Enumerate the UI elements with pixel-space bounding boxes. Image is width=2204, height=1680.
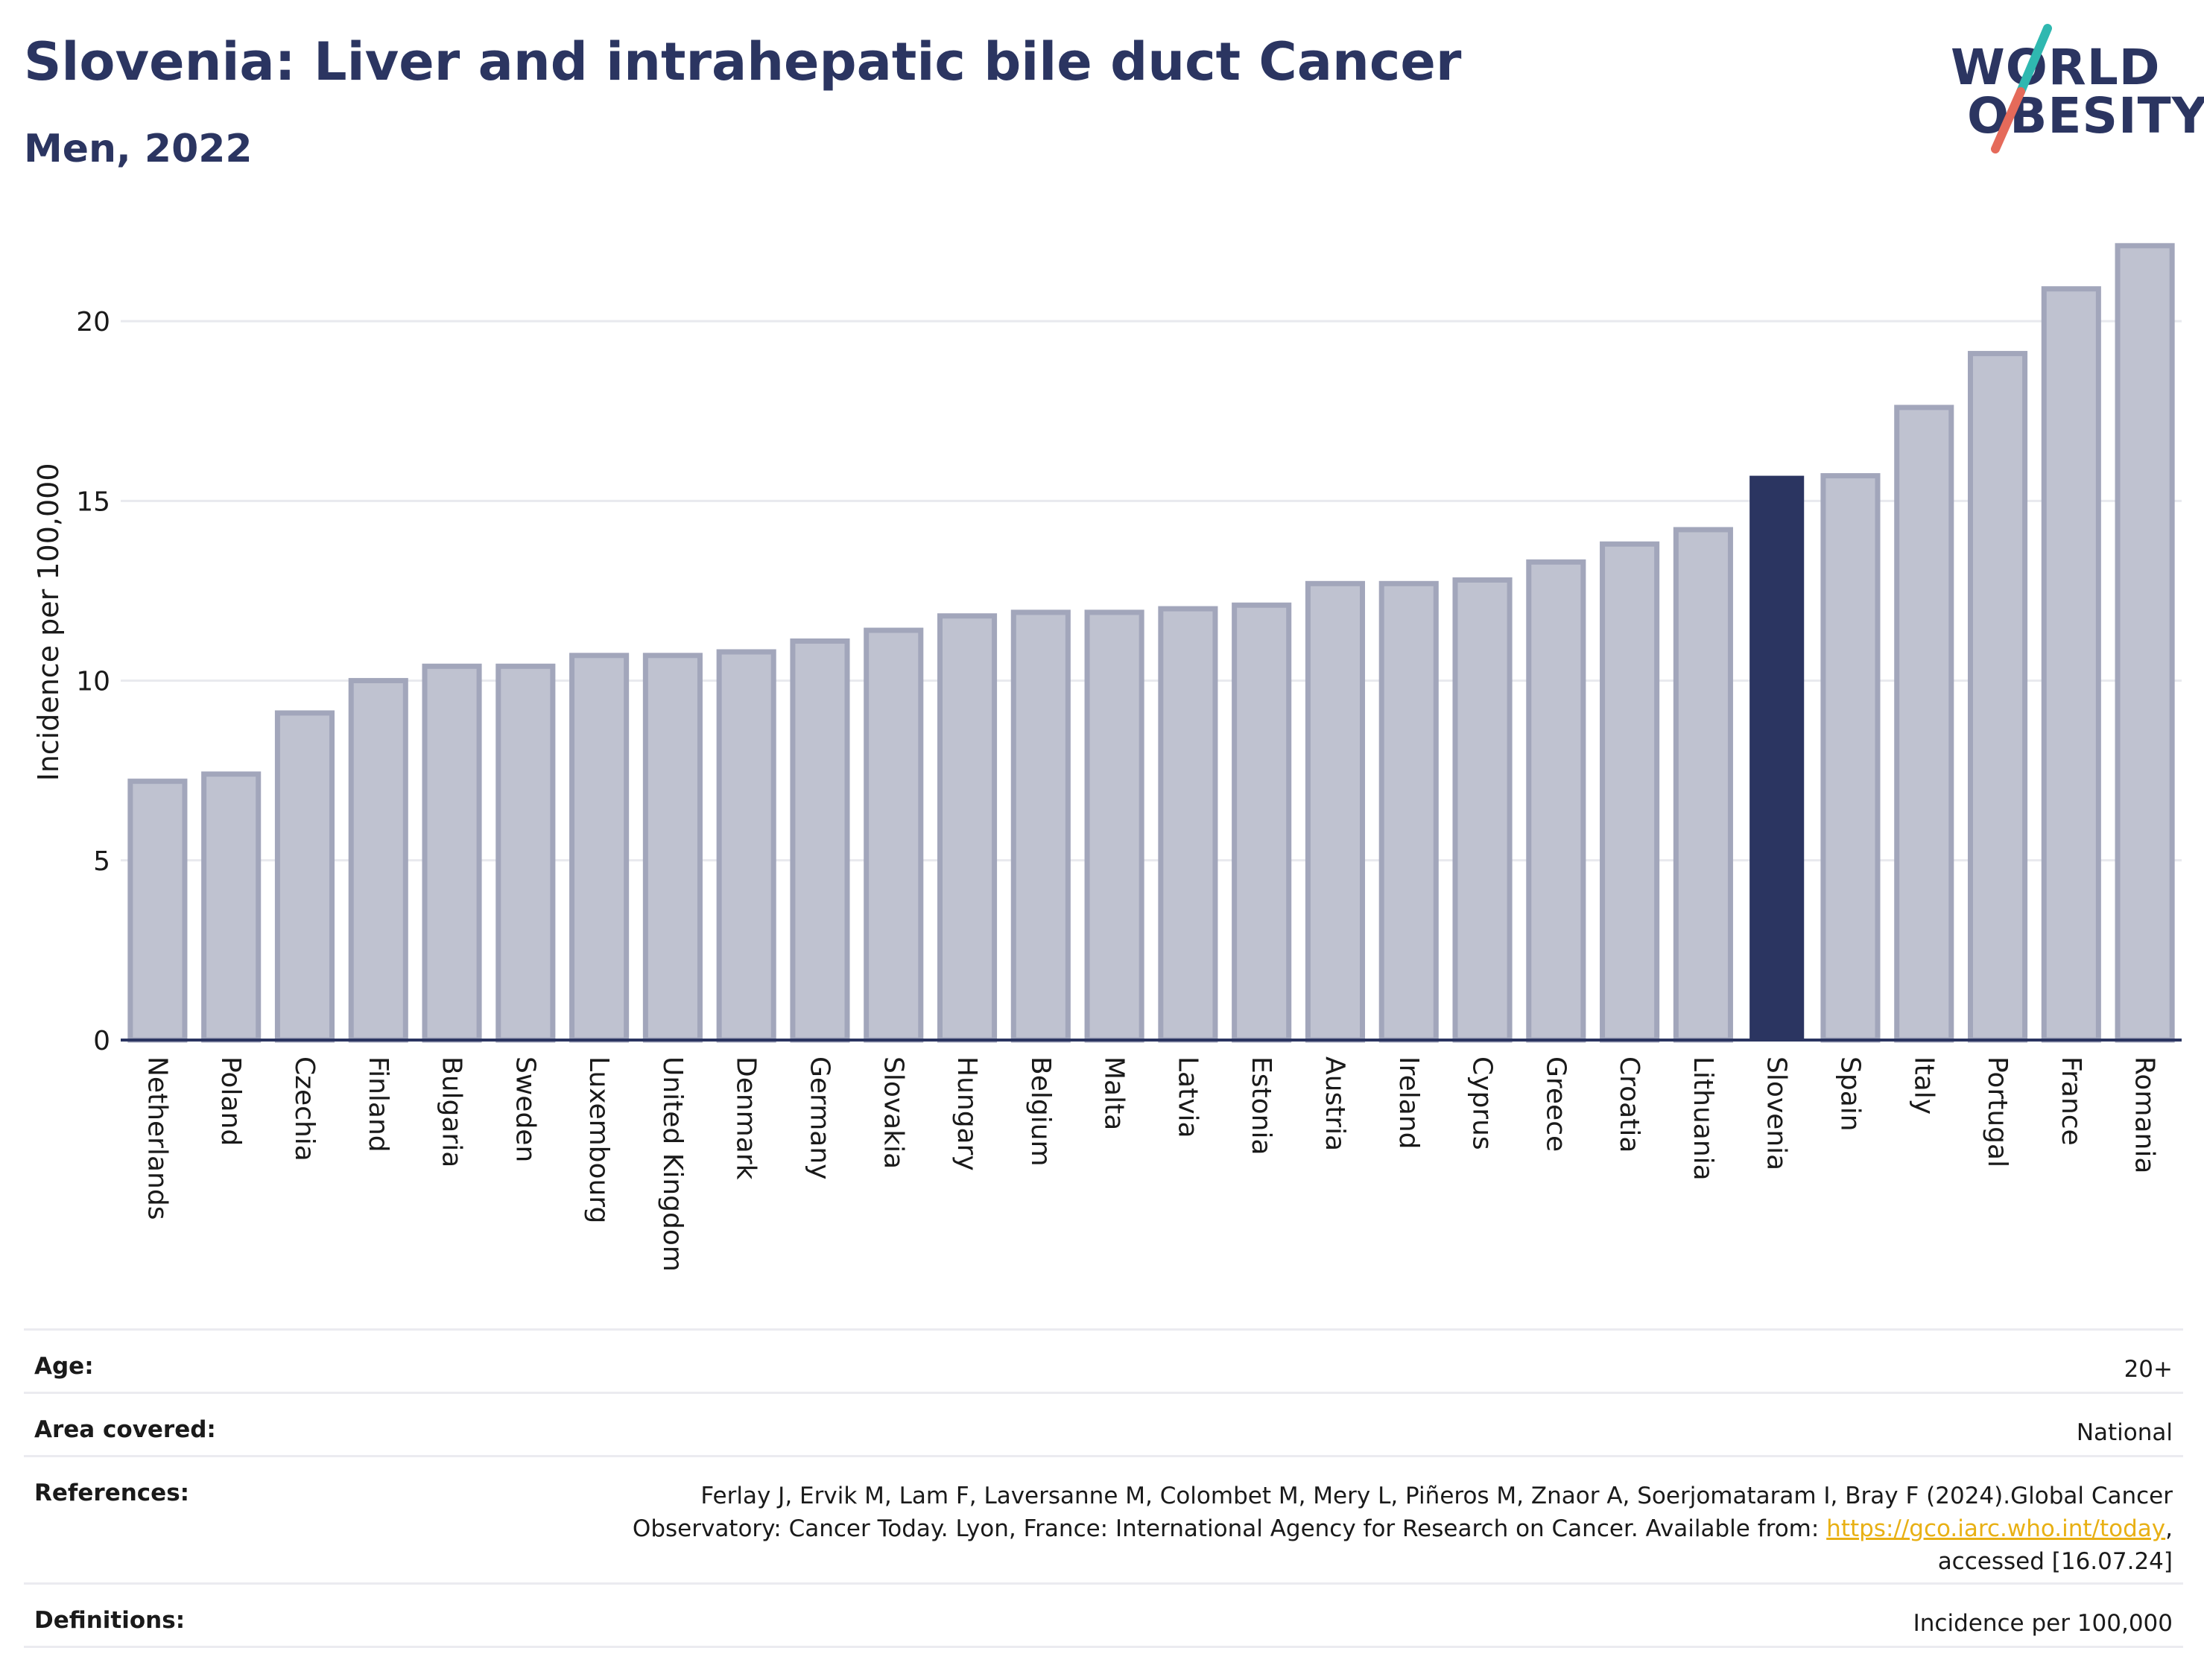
area-label: Area covered: — [24, 1392, 492, 1456]
x-tick-label: Poland — [215, 1056, 246, 1146]
bar-united-kingdom — [642, 653, 703, 1043]
references-link[interactable]: https://gco.iarc.who.int/today — [1826, 1515, 2166, 1542]
age-value: 20+ — [492, 1328, 2183, 1393]
y-tick-label: 5 — [93, 846, 110, 877]
references-value: Ferlay J, Ervik M, Lam F, Laversanne M, … — [492, 1455, 2183, 1584]
bar-belgium — [1010, 609, 1071, 1043]
references-label: References: — [24, 1455, 492, 1584]
bar-bulgaria — [422, 663, 482, 1043]
x-tick-label: Portugal — [1982, 1056, 2013, 1167]
bar-sweden — [495, 663, 556, 1043]
x-tick-label: Belgium — [1025, 1056, 1056, 1167]
x-tick-label: Austria — [1320, 1056, 1350, 1151]
y-axis-label: Incidence per 100,000 — [32, 463, 65, 781]
x-tick-label: Netherlands — [142, 1056, 172, 1220]
x-tick-label: Latvia — [1172, 1056, 1203, 1138]
x-tick-label: Romania — [2129, 1056, 2160, 1173]
axes: 0 5 10 15 20 Netherlands Poland Czechia Finland B… — [76, 307, 2182, 1272]
bar-romania — [2115, 243, 2175, 1043]
bar-finland — [348, 678, 408, 1043]
x-tick-label: Czechia — [289, 1056, 320, 1161]
bar-slovakia — [864, 627, 924, 1043]
x-tick-label: Luxembourg — [583, 1056, 614, 1223]
bar-italy — [1894, 405, 1954, 1043]
bar-lithuania — [1673, 527, 1733, 1043]
row-age: Age: 20+ — [24, 1328, 2183, 1393]
area-value: National — [492, 1392, 2183, 1456]
x-tick-label: Greece — [1540, 1056, 1571, 1152]
age-label: Age: — [24, 1328, 492, 1393]
bar-ireland — [1378, 580, 1439, 1043]
y-tick-label: 15 — [76, 486, 110, 517]
x-tick-label: Denmark — [731, 1056, 761, 1180]
definitions-label: Definitions: — [24, 1582, 492, 1648]
x-tick-label: Hungary — [951, 1056, 982, 1171]
bar-spain — [1820, 473, 1881, 1043]
bar-croatia — [1600, 541, 1660, 1043]
bar-austria — [1305, 580, 1366, 1043]
chart-title: Slovenia: Liver and intrahepatic bile du… — [24, 31, 1462, 92]
references-line2: Observatory: Cancer Today. Lyon, France:… — [632, 1515, 1827, 1542]
x-tick-label: France — [2056, 1056, 2086, 1146]
x-tick-label: Estonia — [1246, 1056, 1276, 1156]
definitions-value: Incidence per 100,000 — [492, 1582, 2183, 1648]
bar-greece — [1526, 559, 1586, 1043]
bar-france — [2041, 286, 2101, 1043]
bar-estonia — [1232, 602, 1292, 1043]
y-tick-label: 20 — [76, 307, 110, 337]
bar-netherlands — [127, 779, 188, 1043]
references-line3: accessed [16.07.24] — [1937, 1548, 2173, 1575]
row-references: References: Ferlay J, Ervik M, Lam F, La… — [24, 1455, 2183, 1584]
bar-cyprus — [1452, 577, 1513, 1043]
x-tick-label: Bulgaria — [437, 1056, 467, 1167]
y-tick-label: 10 — [76, 667, 110, 697]
row-definitions: Definitions: Incidence per 100,000 — [24, 1582, 2183, 1648]
bar-hungary — [937, 613, 998, 1043]
x-tick-label: Croatia — [1614, 1056, 1644, 1153]
references-line1: Ferlay J, Ervik M, Lam F, Laversanne M, … — [700, 1483, 2173, 1509]
row-area-covered: Area covered: National — [24, 1392, 2183, 1456]
x-tick-label: Malta — [1099, 1056, 1130, 1130]
x-tick-label: Germany — [804, 1056, 835, 1179]
bar-luxembourg — [569, 653, 630, 1043]
x-tick-label: Lithuania — [1688, 1056, 1718, 1181]
bar-poland — [201, 771, 262, 1043]
bar-germany — [790, 638, 850, 1043]
bar-denmark — [716, 649, 776, 1043]
bars — [127, 243, 2175, 1043]
x-tick-label: Finland — [363, 1056, 393, 1153]
bar-czechia — [274, 710, 335, 1043]
logo-word-world: WORLD — [1951, 39, 2161, 96]
references-line2-end: , — [2165, 1515, 2173, 1542]
y-tick-label: 0 — [93, 1026, 110, 1056]
bar-chart: 0 5 10 15 20 Netherlands Poland Czechia Finland B… — [32, 243, 2182, 1272]
world-obesity-logo: WORLD OBESITY — [1937, 21, 2204, 162]
x-tick-label: United Kingdom — [657, 1056, 688, 1272]
bar-slovenia — [1749, 475, 1805, 1040]
bar-portugal — [1967, 351, 2028, 1043]
bar-malta — [1084, 609, 1144, 1043]
x-tick-label: Cyprus — [1467, 1056, 1498, 1150]
x-tick-label: Italy — [1908, 1056, 1939, 1115]
x-tick-label: Sweden — [510, 1056, 540, 1162]
chart-subtitle: Men, 2022 — [24, 127, 253, 171]
x-tick-label: Slovenia — [1761, 1056, 1792, 1170]
x-tick-label: Ireland — [1393, 1056, 1424, 1150]
bar-latvia — [1158, 606, 1218, 1043]
logo-slash-icon — [1991, 24, 2052, 153]
x-tick-label: Slovakia — [878, 1056, 908, 1169]
metadata-table: Age: 20+ Area covered: National Referenc… — [24, 1328, 2183, 1648]
x-tick-label: Spain — [1834, 1056, 1865, 1132]
